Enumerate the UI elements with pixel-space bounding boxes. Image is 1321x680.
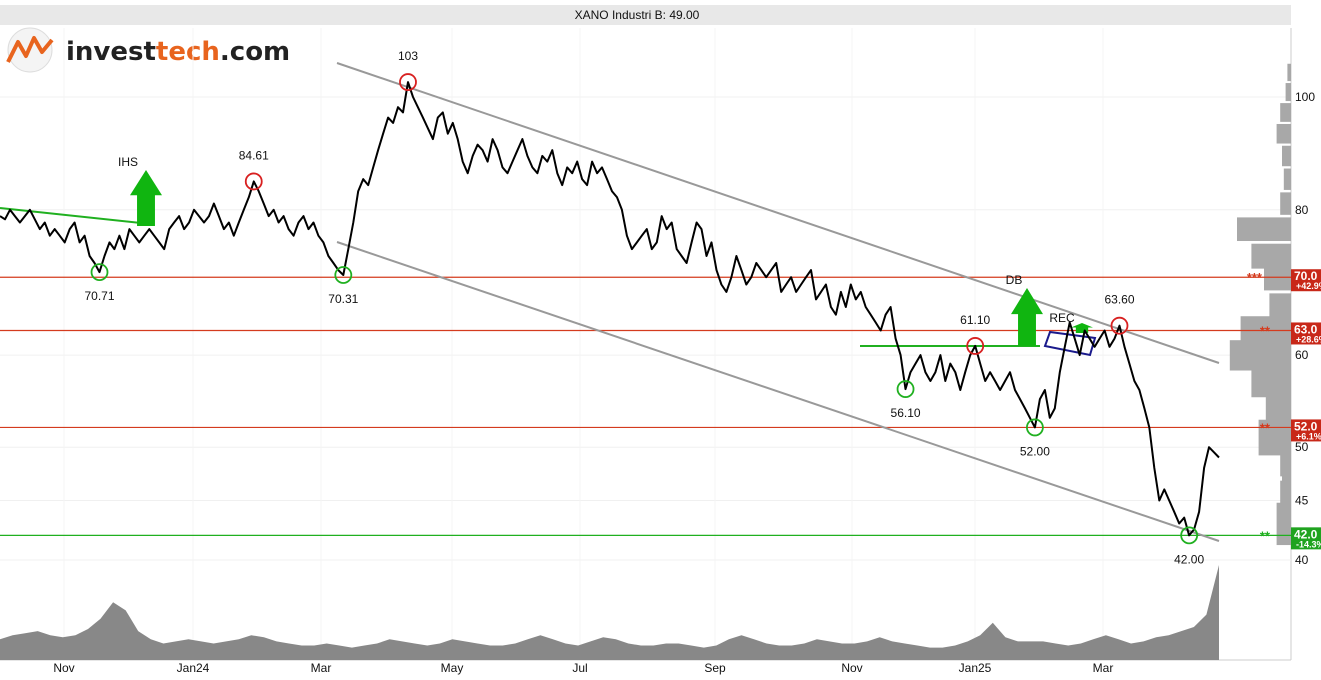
histogram-bar <box>1282 145 1291 167</box>
level-tag-percent: +28.6% <box>1296 334 1321 344</box>
grid <box>0 28 1291 660</box>
extreme-marker-low <box>1026 418 1044 437</box>
extreme-marker-high <box>399 73 417 91</box>
level-tag-value: 70.0 <box>1294 269 1318 283</box>
level-tag-percent: -14.3% <box>1296 539 1321 549</box>
level-tag-value: 63.0 <box>1294 322 1318 336</box>
logo-text-tech: tech <box>156 37 220 67</box>
extreme-markers: 70.71 84.61 70.31 103 56.10 61.10 52.00 63.60 42… <box>84 49 1204 566</box>
buy-arrow <box>130 170 162 226</box>
extreme-label: 52.00 <box>1020 444 1050 458</box>
trend-channel <box>0 62 1220 542</box>
extreme-label: 61.10 <box>960 313 990 327</box>
extreme-marker-low <box>90 263 109 282</box>
x-tick-label: Nov <box>53 661 74 675</box>
level-stars: *** <box>1247 270 1263 285</box>
extreme-label: 42.00 <box>1174 552 1204 566</box>
extreme-label: 63.60 <box>1104 293 1134 307</box>
extreme-label: 84.61 <box>239 148 269 162</box>
trend-channel-upper <box>336 62 1220 364</box>
y-tick-label: 80 <box>1295 203 1309 217</box>
extreme-label: 70.71 <box>84 289 114 303</box>
y-tick-label: 60 <box>1295 348 1309 362</box>
x-tick-label: May <box>441 661 464 675</box>
level-stars: ** <box>1260 420 1271 435</box>
level-stars: ** <box>1260 323 1271 338</box>
histogram-bar <box>1280 439 1291 477</box>
extreme-marker-high <box>1110 316 1129 335</box>
support-resistance-lines <box>0 276 1291 536</box>
histogram-bar <box>1285 83 1291 102</box>
extreme-label: 70.31 <box>328 292 358 306</box>
volume-fill <box>0 565 1219 660</box>
level-tag <box>1291 269 1321 292</box>
histogram-bar <box>1276 123 1291 144</box>
level-tag-percent: +42.9% <box>1296 281 1321 291</box>
pattern-label: REC <box>1049 311 1075 325</box>
extreme-marker-low <box>334 266 353 284</box>
logo-text-com: .com <box>220 37 290 67</box>
extreme-marker-low <box>896 380 915 398</box>
extreme-marker-high <box>244 172 263 191</box>
histogram-bar <box>1280 480 1291 522</box>
volume-area <box>0 565 1219 660</box>
x-tick-label: Mar <box>311 661 332 675</box>
y-tick-label: 45 <box>1295 493 1309 507</box>
level-tags: *** 70.0+42.9% ** 63.0+28.6% ** 52.0+6.1% ** 42… <box>1247 269 1321 550</box>
x-tick-label: Mar <box>1093 661 1114 675</box>
extreme-label: 56.10 <box>891 406 921 420</box>
histogram-bar <box>1269 293 1291 321</box>
trend-channel-lower <box>336 241 1220 542</box>
extreme-marker-high <box>966 337 985 355</box>
histogram-bar <box>1276 502 1291 546</box>
pattern-signals: IHS DB REC <box>118 155 1093 346</box>
level-tag <box>1291 322 1321 345</box>
pattern-label: IHS <box>118 155 138 169</box>
price-line <box>0 81 1220 537</box>
title-bar <box>0 5 1291 25</box>
x-axis: Nov Jan24 Mar May Jul Sep Nov Jan25 Mar <box>53 661 1113 675</box>
price-series <box>0 81 1220 537</box>
y-tick-label: 100 <box>1295 90 1315 104</box>
chart-title: XANO Industri B: 49.00 <box>575 8 700 22</box>
level-tag-value: 42.0 <box>1294 527 1318 541</box>
x-tick-label: Jul <box>572 661 587 675</box>
x-tick-label: Jan25 <box>959 661 992 675</box>
extreme-marker-low <box>1180 526 1199 545</box>
x-tick-label: Sep <box>704 661 726 675</box>
level-stars: ** <box>1260 528 1271 543</box>
level-tag <box>1291 419 1321 442</box>
buy-arrow <box>1011 288 1043 346</box>
y-tick-label: 40 <box>1295 553 1309 567</box>
extreme-label: 103 <box>398 49 418 63</box>
histogram-bar <box>1283 168 1291 190</box>
svg-text:investtech.com: investtech.com <box>66 37 290 67</box>
x-tick-label: Nov <box>841 661 862 675</box>
histogram-bar <box>1287 63 1291 82</box>
ihs-neckline <box>0 207 151 225</box>
histogram-bar <box>1237 217 1291 242</box>
logo-text-invest: invest <box>66 37 156 67</box>
x-tick-label: Jan24 <box>177 661 210 675</box>
histogram-bar <box>1282 459 1291 499</box>
y-axis: 40 45 50 60 80 100 <box>1295 90 1315 567</box>
level-tag-value: 52.0 <box>1294 419 1318 433</box>
level-tag <box>1291 527 1321 550</box>
rec-rectangle <box>1043 330 1097 357</box>
level-tag-percent: +6.1% <box>1296 431 1321 441</box>
y-tick-label: 50 <box>1295 440 1309 454</box>
buy-arrow <box>1071 323 1093 333</box>
histogram-bar <box>1280 192 1291 215</box>
pattern-label: DB <box>1006 273 1023 287</box>
histogram-bar <box>1280 103 1291 122</box>
price-histogram <box>1229 63 1291 546</box>
investtech-logo: investtech.com <box>6 27 290 73</box>
